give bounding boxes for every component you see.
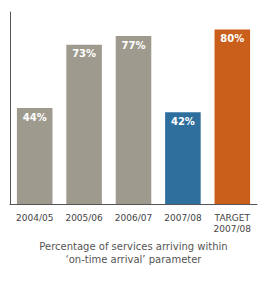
svg-text:2007/08: 2007/08 [164,213,202,223]
svg-text:77%: 77% [122,40,146,51]
svg-text:2005/06: 2005/06 [65,213,103,223]
svg-text:42%: 42% [171,116,195,127]
svg-text:TARGET: TARGET [214,213,251,223]
svg-text:44%: 44% [23,112,47,123]
svg-text:2007/08: 2007/08 [214,224,252,234]
svg-text:80%: 80% [220,33,244,44]
svg-text:2004/05: 2004/05 [16,213,53,223]
svg-text:73%: 73% [72,48,96,59]
svg-text:2006/07: 2006/07 [115,213,152,223]
svg-text:Percentage of services arrivin: Percentage of services arriving within [39,241,227,252]
svg-text:‘on-time arrival’ parameter: ‘on-time arrival’ parameter [66,254,203,265]
